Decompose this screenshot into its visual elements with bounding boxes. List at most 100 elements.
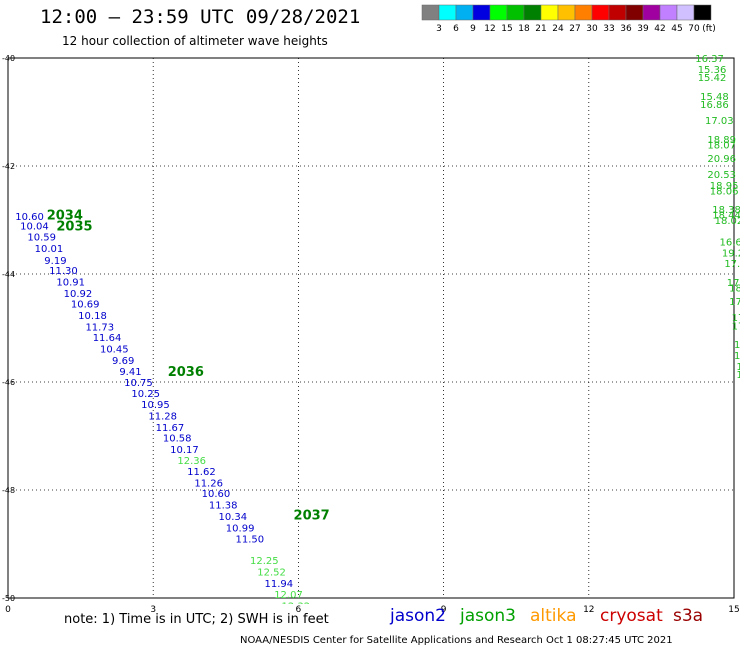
wave-height-label: 17.94 [729,297,740,308]
wave-height-label: 18.07 [707,140,736,151]
legend-jason3: jason3 [460,606,516,626]
color-scale-label: 15 [501,24,512,34]
wave-height-label: 16.61 [719,238,740,249]
y-tick-label: -42 [2,162,15,171]
x-tick-label: 0 [5,605,11,615]
wave-height-label: 17.08 [734,351,740,362]
y-tick-label: -48 [2,486,15,495]
wave-height-label: 12.52 [257,568,286,579]
wave-height-label: 10.69 [71,300,100,311]
color-scale-label: 42 [654,24,665,34]
time-label: 2036 [168,365,204,380]
wave-height-label: 11.73 [85,322,114,333]
wave-height-label: 10.92 [64,289,93,300]
color-swatch [557,4,576,21]
axis-ticks: 0 3 6 9 12 15 -40 -42 -44 -46 -48 -50 [2,54,740,615]
wave-height-label: 17.03 [705,116,734,127]
wave-height-label: 10.04 [20,221,49,232]
wave-height-label: 10.58 [163,434,192,445]
color-scale-label: 45 [671,24,682,34]
wave-height-label: 16.37 [695,54,724,65]
wave-height-label: 18.44 [712,211,740,222]
time-label: 2037 [294,508,330,523]
wave-height-label: 10.91 [56,278,85,289]
wave-height-label: 10.01 [35,244,64,255]
wave-height-label: 10.60 [202,489,231,500]
footnote: note: 1) Time is in UTC; 2) SWH is in fe… [64,612,329,627]
color-scale-label: 39 [637,24,649,34]
wave-height-label: 11.67 [156,423,185,434]
wave-height-label: 10.45 [100,345,129,356]
credit-line: NOAA/NESDIS Center for Satellite Applica… [240,635,673,646]
wave-height-label: 11.64 [93,333,122,344]
wave-height-label: 10.75 [124,378,153,389]
wave-height-label: 20.53 [707,170,736,181]
color-scale-label: 24 [552,24,564,34]
wave-height-label: 12.36 [177,456,206,467]
legend-cryosat: cryosat [600,606,663,626]
wave-height-label: 12.32 [281,602,310,613]
wave-height-label: 18.26 [736,370,740,381]
x-tick-label: 3 [150,605,156,615]
color-swatch [693,4,712,21]
wave-height-label: 18.06 [729,284,740,295]
color-scale-label: 33 [603,24,614,34]
color-swatch [625,4,644,21]
wave-height-label: 11.50 [235,535,264,546]
color-scale-label: 9 [470,24,476,34]
wave-height-label: 15.48 [700,92,729,103]
wave-height-label: 12.25 [250,556,279,567]
wave-height-label: 15.42 [698,73,727,84]
wave-height-label: 17.55 [739,389,740,400]
x-tick-label: 9 [441,605,447,615]
color-swatch [608,4,627,21]
wave-height-label: 9.19 [44,256,66,267]
y-tick-label: -50 [2,594,15,603]
legend-altika: altika [530,606,577,626]
color-scale-bar: 3 6 9 12 15 18 21 24 27 30 33 36 39 42 45 70 (ft) [421,4,716,34]
color-scale-label: 36 [620,24,632,34]
color-scale-label: 3 [436,24,442,34]
plot-grid [7,57,735,599]
wave-height-label: 10.60 [15,212,44,223]
wave-height-label: 18.89 [707,135,736,146]
legend-jason2: jason2 [390,606,446,626]
color-scale-label: 6 [453,24,459,34]
color-scale-label: 30 [586,24,598,34]
wave-height-label: 11.30 [49,266,78,277]
wave-height-label: 17.40 [724,259,740,270]
wave-height-label: 17.42 [734,340,740,351]
color-swatch [574,4,593,21]
plot-frame [7,57,735,599]
y-tick-label: -40 [2,54,15,63]
data-labels: 10.6010.0410.5910.019.1911.3010.9110.921… [15,54,740,613]
wave-height-label: 11.26 [194,478,223,489]
color-swatch [676,4,695,21]
x-tick-label: 6 [296,605,302,615]
wave-height-label: 20.96 [707,154,736,165]
wave-height-label: 10.17 [170,445,199,456]
wave-height-label: 10.34 [219,512,248,523]
wave-height-label: 17.31 [732,321,740,332]
color-scale-unit: (ft) [702,24,716,34]
chart-title: 12:00 – 23:59 UTC 09/28/2021 [40,6,361,28]
wave-height-label: 9.41 [119,367,141,378]
legend-s3a: s3a [673,606,704,626]
color-swatch [591,4,610,21]
wave-height-label: 16.95 [736,362,740,373]
wave-height-label: 9.69 [112,356,134,367]
wave-height-label: 18.02 [715,216,740,227]
wave-height-label: 10.18 [78,311,107,322]
color-swatch [523,4,542,21]
y-tick-label: -44 [2,270,15,279]
color-scale-label: 21 [535,24,546,34]
wave-height-label: 12.07 [274,590,303,601]
color-swatch [659,4,678,21]
wave-height-label: 15.36 [698,65,727,76]
x-tick-label: 15 [728,605,739,615]
wave-height-label: 19.29 [722,248,740,259]
color-scale-label: 70 [688,24,700,34]
color-swatch [438,4,457,21]
wave-height-label: 11.94 [265,579,294,590]
